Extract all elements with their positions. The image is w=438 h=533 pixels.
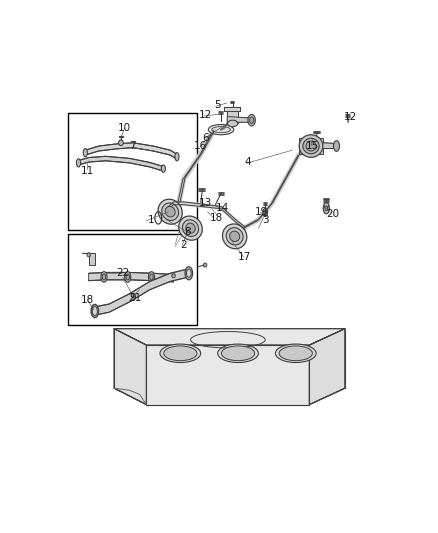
Ellipse shape bbox=[161, 165, 166, 172]
Ellipse shape bbox=[208, 125, 234, 135]
Text: 16: 16 bbox=[194, 141, 207, 151]
Ellipse shape bbox=[279, 346, 312, 361]
Text: 20: 20 bbox=[327, 209, 339, 219]
Text: 3: 3 bbox=[262, 215, 268, 225]
Polygon shape bbox=[114, 329, 345, 345]
Polygon shape bbox=[78, 156, 163, 171]
Polygon shape bbox=[88, 272, 173, 282]
Ellipse shape bbox=[333, 141, 339, 151]
Text: 10: 10 bbox=[118, 123, 131, 133]
Text: 14: 14 bbox=[216, 203, 230, 213]
Ellipse shape bbox=[164, 346, 197, 361]
Ellipse shape bbox=[175, 152, 179, 161]
Ellipse shape bbox=[102, 274, 106, 280]
Polygon shape bbox=[227, 111, 238, 124]
Bar bbox=[68, 113, 197, 230]
Text: 18: 18 bbox=[80, 295, 94, 305]
Ellipse shape bbox=[92, 306, 97, 316]
Text: 1: 1 bbox=[148, 215, 155, 225]
Ellipse shape bbox=[222, 346, 254, 361]
Text: 2: 2 bbox=[180, 239, 187, 249]
Polygon shape bbox=[227, 117, 251, 122]
Ellipse shape bbox=[212, 126, 230, 133]
Text: 5: 5 bbox=[214, 100, 221, 110]
Text: 22: 22 bbox=[116, 268, 129, 278]
Ellipse shape bbox=[324, 203, 328, 207]
Ellipse shape bbox=[303, 138, 319, 154]
Ellipse shape bbox=[172, 273, 175, 278]
Text: 21: 21 bbox=[128, 293, 141, 303]
Ellipse shape bbox=[77, 159, 81, 167]
Ellipse shape bbox=[250, 117, 254, 124]
Text: 12: 12 bbox=[199, 110, 212, 120]
Ellipse shape bbox=[125, 272, 131, 282]
Text: 7: 7 bbox=[130, 141, 136, 151]
Ellipse shape bbox=[183, 220, 198, 237]
Polygon shape bbox=[146, 345, 309, 405]
Text: 6: 6 bbox=[202, 133, 209, 143]
Ellipse shape bbox=[248, 115, 255, 126]
Text: 17: 17 bbox=[238, 252, 251, 262]
Text: 9: 9 bbox=[130, 293, 136, 303]
Ellipse shape bbox=[126, 274, 130, 280]
Ellipse shape bbox=[148, 272, 155, 282]
Ellipse shape bbox=[276, 344, 316, 362]
Text: 8: 8 bbox=[184, 227, 191, 237]
Ellipse shape bbox=[83, 149, 87, 157]
Ellipse shape bbox=[263, 208, 268, 216]
Polygon shape bbox=[299, 138, 323, 154]
Ellipse shape bbox=[226, 228, 243, 245]
Ellipse shape bbox=[165, 206, 175, 217]
Ellipse shape bbox=[119, 140, 124, 146]
Ellipse shape bbox=[91, 304, 99, 318]
Ellipse shape bbox=[87, 253, 90, 257]
Ellipse shape bbox=[323, 203, 329, 214]
Ellipse shape bbox=[227, 120, 238, 127]
Text: 12: 12 bbox=[343, 112, 357, 122]
Ellipse shape bbox=[264, 211, 267, 215]
Polygon shape bbox=[323, 143, 336, 149]
Polygon shape bbox=[85, 143, 177, 159]
Text: 4: 4 bbox=[245, 157, 251, 167]
Polygon shape bbox=[114, 329, 146, 405]
Ellipse shape bbox=[186, 223, 195, 233]
Ellipse shape bbox=[203, 263, 207, 267]
Text: 11: 11 bbox=[80, 166, 94, 176]
Polygon shape bbox=[224, 107, 240, 111]
Ellipse shape bbox=[158, 199, 182, 224]
Polygon shape bbox=[95, 269, 187, 315]
Ellipse shape bbox=[162, 203, 179, 221]
Ellipse shape bbox=[218, 344, 258, 362]
Ellipse shape bbox=[185, 266, 193, 280]
Ellipse shape bbox=[325, 206, 328, 211]
Ellipse shape bbox=[179, 216, 202, 240]
Text: 19: 19 bbox=[255, 207, 268, 217]
Polygon shape bbox=[309, 329, 345, 405]
Text: 15: 15 bbox=[306, 141, 319, 151]
Ellipse shape bbox=[187, 269, 191, 277]
Ellipse shape bbox=[230, 231, 240, 241]
Ellipse shape bbox=[160, 344, 201, 362]
Bar bbox=[68, 235, 197, 325]
Polygon shape bbox=[88, 253, 95, 265]
Ellipse shape bbox=[306, 141, 316, 151]
Ellipse shape bbox=[299, 135, 323, 157]
Ellipse shape bbox=[101, 272, 107, 282]
Ellipse shape bbox=[150, 274, 153, 280]
Ellipse shape bbox=[223, 224, 247, 249]
Text: 18: 18 bbox=[209, 213, 223, 223]
Text: 13: 13 bbox=[199, 198, 212, 208]
